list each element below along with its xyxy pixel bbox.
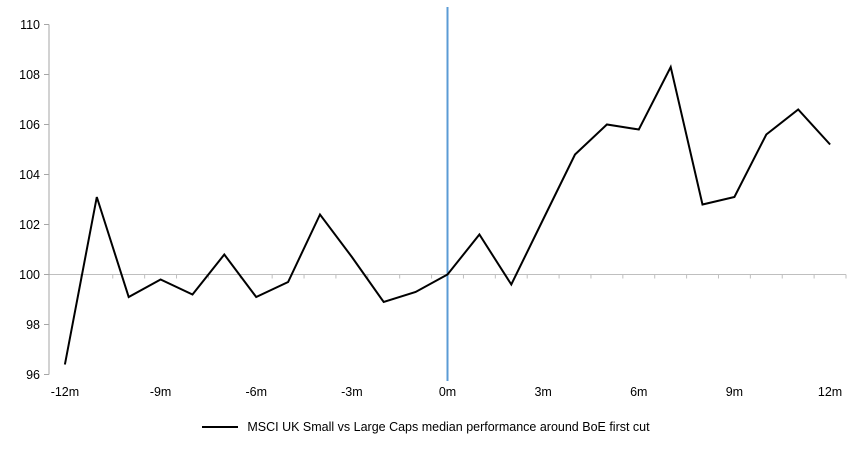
x-tick-label: 9m bbox=[726, 385, 743, 399]
plot-area: 96 98 100 102 104 106 108 110 -12m -9m -6m -3m 0m 3m… bbox=[19, 7, 847, 399]
legend-label: MSCI UK Small vs Large Caps median perfo… bbox=[247, 420, 650, 434]
y-tick-label: 108 bbox=[19, 68, 40, 82]
y-tick-label: 100 bbox=[19, 268, 40, 282]
y-tick-label: 110 bbox=[20, 18, 40, 32]
x-tick-label: -3m bbox=[341, 385, 363, 399]
x-tick-label: -12m bbox=[51, 385, 79, 399]
legend-line-sample-icon bbox=[202, 426, 239, 428]
legend: MSCI UK Small vs Large Caps median perfo… bbox=[0, 419, 852, 435]
x-tick-label: 12m bbox=[818, 385, 842, 399]
x-tick-label: 6m bbox=[630, 385, 647, 399]
y-axis-labels: 96 98 100 102 104 106 108 110 bbox=[19, 18, 40, 382]
y-tick-label: 96 bbox=[26, 368, 40, 382]
x-tick-label: 0m bbox=[439, 385, 456, 399]
x-tick-label: -9m bbox=[150, 385, 172, 399]
x-tick-label: -6m bbox=[245, 385, 267, 399]
y-tick-label: 104 bbox=[19, 168, 40, 182]
data-series-line bbox=[63, 64, 831, 365]
y-tick-label: 98 bbox=[26, 318, 40, 332]
y-tick-label: 102 bbox=[19, 218, 40, 232]
y-tick-label: 106 bbox=[19, 118, 40, 132]
x-axis-labels: -12m -9m -6m -3m 0m 3m 6m 9m 12m bbox=[51, 385, 843, 399]
x-tick-label: 3m bbox=[534, 385, 551, 399]
series-polyline bbox=[63, 64, 831, 365]
y-axis bbox=[44, 24, 50, 375]
